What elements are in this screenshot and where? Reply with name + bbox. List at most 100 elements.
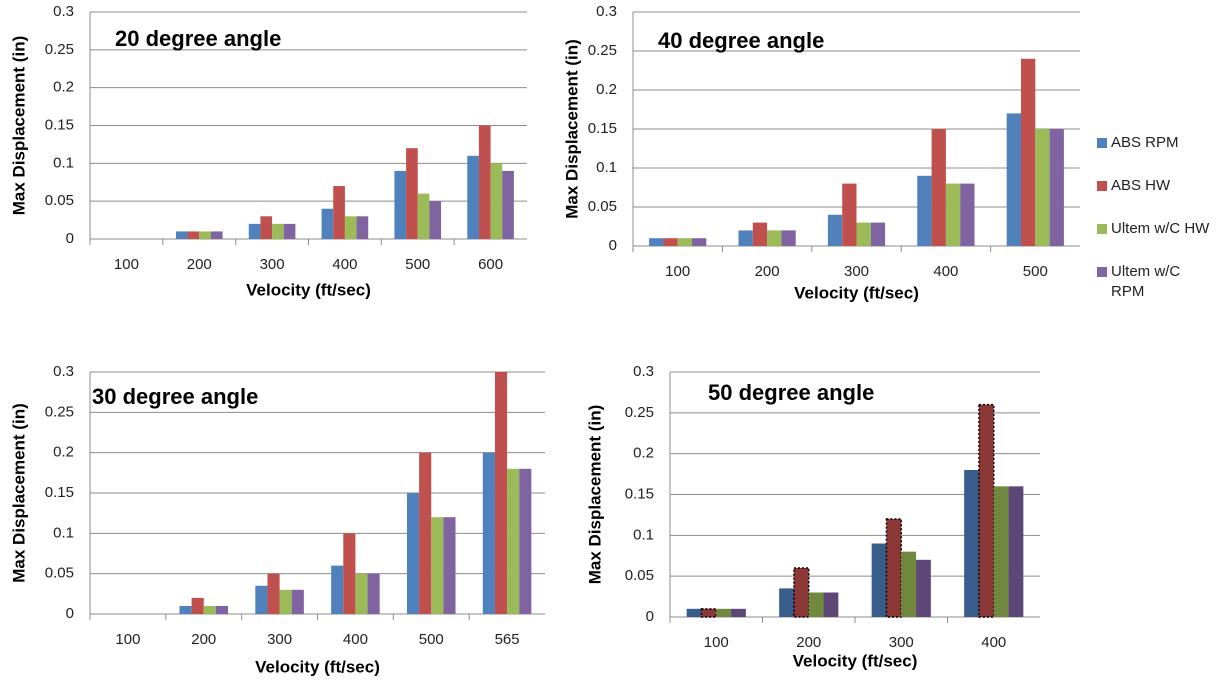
bar (945, 183, 961, 246)
chart-title: 40 degree angle (658, 28, 824, 53)
bar (215, 605, 229, 614)
bar (827, 214, 843, 246)
bar (406, 148, 418, 239)
chart-title: 20 degree angle (115, 26, 281, 51)
bar (279, 589, 292, 614)
x-tick-label: 200 (191, 631, 216, 648)
bar (291, 589, 304, 614)
y-tick-label: 0.15 (45, 116, 74, 133)
bar (494, 372, 508, 614)
x-tick-label: 600 (478, 256, 503, 273)
bar (842, 183, 857, 246)
bar (478, 125, 491, 239)
y-tick-label: 0.3 (596, 3, 617, 20)
y-axis-label: Max Displacement (in) (562, 39, 581, 219)
legend-swatch (1097, 138, 1107, 148)
bar (978, 403, 995, 618)
x-tick-label: 300 (844, 263, 869, 280)
bar (191, 597, 204, 614)
bar (781, 230, 796, 246)
x-tick-label: 565 (495, 631, 520, 648)
bar (283, 223, 296, 239)
bar (885, 518, 903, 618)
x-tick-label: 100 (704, 634, 729, 651)
bar (519, 468, 532, 614)
bar (406, 493, 420, 614)
bar (431, 517, 444, 614)
bar (267, 573, 280, 614)
legend-label: Ultem w/C RPM (1111, 263, 1181, 300)
bar (686, 608, 702, 617)
bar (993, 486, 1009, 617)
legend-label: Ultem w/C HW (1111, 220, 1210, 237)
bar (482, 452, 495, 614)
bar (203, 605, 216, 614)
y-tick-label: 0.3 (53, 363, 74, 380)
bar (443, 517, 456, 614)
bar (507, 468, 520, 614)
bar (343, 533, 356, 614)
y-tick-label: 0 (609, 237, 617, 254)
x-tick-label: 300 (260, 256, 285, 273)
x-tick-label: 200 (796, 634, 821, 651)
bar (663, 238, 678, 246)
bar (1035, 129, 1050, 246)
bar (731, 608, 746, 617)
x-tick-label: 400 (933, 263, 958, 280)
bar (779, 588, 794, 617)
bar (964, 470, 979, 617)
x-tick-label: 100 (665, 263, 690, 280)
bar (738, 230, 753, 246)
bar (429, 201, 442, 239)
x-tick-label: 400 (332, 256, 357, 273)
bar (394, 170, 407, 239)
legend-swatch (1097, 267, 1107, 277)
chart-title: 50 degree angle (708, 380, 874, 405)
bar (856, 222, 871, 246)
chart-title: 30 degree angle (92, 384, 258, 409)
bar (1006, 113, 1021, 247)
y-tick-label: 0 (66, 230, 74, 247)
y-tick-label: 0.05 (45, 565, 74, 582)
bar (767, 230, 782, 246)
bar (210, 231, 223, 239)
legend-label: ABS RPM (1111, 134, 1179, 151)
legend-label: ABS HW (1111, 177, 1171, 194)
y-tick-label: 0 (646, 608, 654, 625)
bar (916, 559, 931, 617)
x-axis-label: Velocity (ft/sec) (246, 280, 371, 299)
y-tick-label: 0.25 (45, 403, 74, 420)
bar (179, 605, 192, 614)
x-axis-label: Velocity (ft/sec) (793, 651, 918, 670)
y-tick-label: 0.05 (45, 192, 74, 209)
y-tick-label: 0.1 (53, 154, 74, 171)
y-tick-label: 0.25 (625, 404, 654, 421)
y-tick-label: 0.2 (596, 81, 617, 98)
y-tick-label: 0.15 (625, 485, 654, 502)
x-tick-label: 300 (267, 631, 292, 648)
bar (823, 592, 839, 617)
bar (248, 223, 261, 239)
bar (490, 163, 503, 239)
bar (1008, 486, 1024, 617)
y-tick-label: 0.1 (53, 524, 74, 541)
y-axis-label: Max Displacement (in) (9, 36, 28, 216)
bar (692, 238, 707, 246)
x-tick-label: 200 (187, 256, 212, 273)
y-tick-label: 0.15 (588, 120, 617, 137)
y-tick-label: 0.3 (633, 363, 654, 380)
bar (808, 592, 824, 617)
x-tick-label: 300 (889, 634, 914, 651)
x-axis-label: Velocity (ft/sec) (794, 283, 919, 302)
x-tick-label: 500 (405, 256, 430, 273)
bar (260, 216, 273, 239)
bar (331, 565, 344, 614)
legend-swatch (1097, 181, 1107, 191)
x-axis-label: Velocity (ft/sec) (255, 657, 380, 676)
bar (356, 216, 369, 239)
x-tick-label: 200 (755, 263, 780, 280)
bar (917, 175, 932, 246)
bar (355, 573, 368, 614)
